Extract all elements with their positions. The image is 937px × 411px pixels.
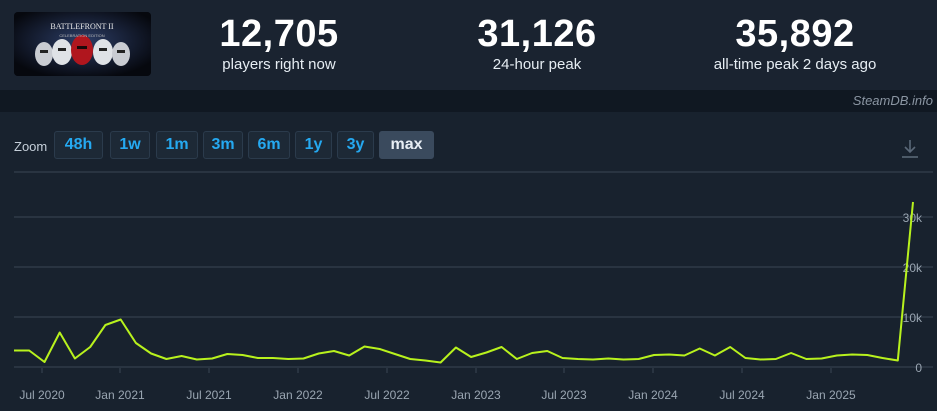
- zoom-label: Zoom: [14, 139, 48, 154]
- steamdb-watermark: SteamDB.info: [852, 93, 933, 108]
- peak-24h-label: 24-hour peak: [492, 56, 582, 73]
- download-icon[interactable]: [900, 138, 920, 160]
- svg-text:CELEBRATION EDITION: CELEBRATION EDITION: [59, 33, 104, 38]
- current-players-value: 12,705: [219, 13, 339, 55]
- x-tick-label: Jan 2024: [628, 388, 678, 402]
- alltime-peak-label: all-time peak 2 days ago: [713, 56, 877, 73]
- peak-24h-stat: 31,126 24-hour peak: [452, 12, 622, 74]
- x-tick-label: Jul 2023: [541, 388, 587, 402]
- peak-24h-value: 31,126: [477, 13, 597, 55]
- x-tick-label: Jul 2020: [19, 388, 65, 402]
- zoom-3m-button[interactable]: 3m: [203, 131, 243, 159]
- y-tick-label: 0: [915, 361, 922, 375]
- zoom-6m-button[interactable]: 6m: [248, 131, 290, 159]
- zoom-48h-button[interactable]: 48h: [54, 131, 103, 159]
- x-tick-label: Jan 2022: [273, 388, 323, 402]
- x-tick-label: Jan 2021: [95, 388, 145, 402]
- current-players-stat: 12,705 players right now: [194, 12, 364, 74]
- stats-header: BATTLEFRONT II CELEBRATION EDITION 12,70…: [0, 0, 937, 90]
- x-tick-label: Jul 2021: [186, 388, 232, 402]
- y-tick-label: 10k: [903, 311, 923, 325]
- game-capsule-image[interactable]: BATTLEFRONT II CELEBRATION EDITION: [14, 12, 151, 76]
- alltime-peak-stat: 35,892 all-time peak 2 days ago: [690, 12, 900, 74]
- zoom-3y-button[interactable]: 3y: [337, 131, 374, 159]
- current-players-label: players right now: [222, 56, 336, 73]
- zoom-1w-button[interactable]: 1w: [110, 131, 150, 159]
- y-tick-label: 30k: [903, 211, 923, 225]
- alltime-peak-value: 35,892: [735, 13, 855, 55]
- x-tick-label: Jan 2025: [806, 388, 856, 402]
- zoom-max-button[interactable]: max: [379, 131, 434, 159]
- zoom-1m-button[interactable]: 1m: [156, 131, 198, 159]
- svg-text:BATTLEFRONT II: BATTLEFRONT II: [50, 22, 114, 31]
- x-tick-label: Jul 2024: [719, 388, 765, 402]
- zoom-1y-button[interactable]: 1y: [295, 131, 332, 159]
- x-tick-label: Jul 2022: [364, 388, 410, 402]
- player-chart-panel: Zoom 48h 1w 1m 3m 6m 1y 3y max 0 10k 20k 30…: [0, 112, 937, 411]
- series-line: [14, 201, 914, 364]
- x-tick-label: Jan 2023: [451, 388, 501, 402]
